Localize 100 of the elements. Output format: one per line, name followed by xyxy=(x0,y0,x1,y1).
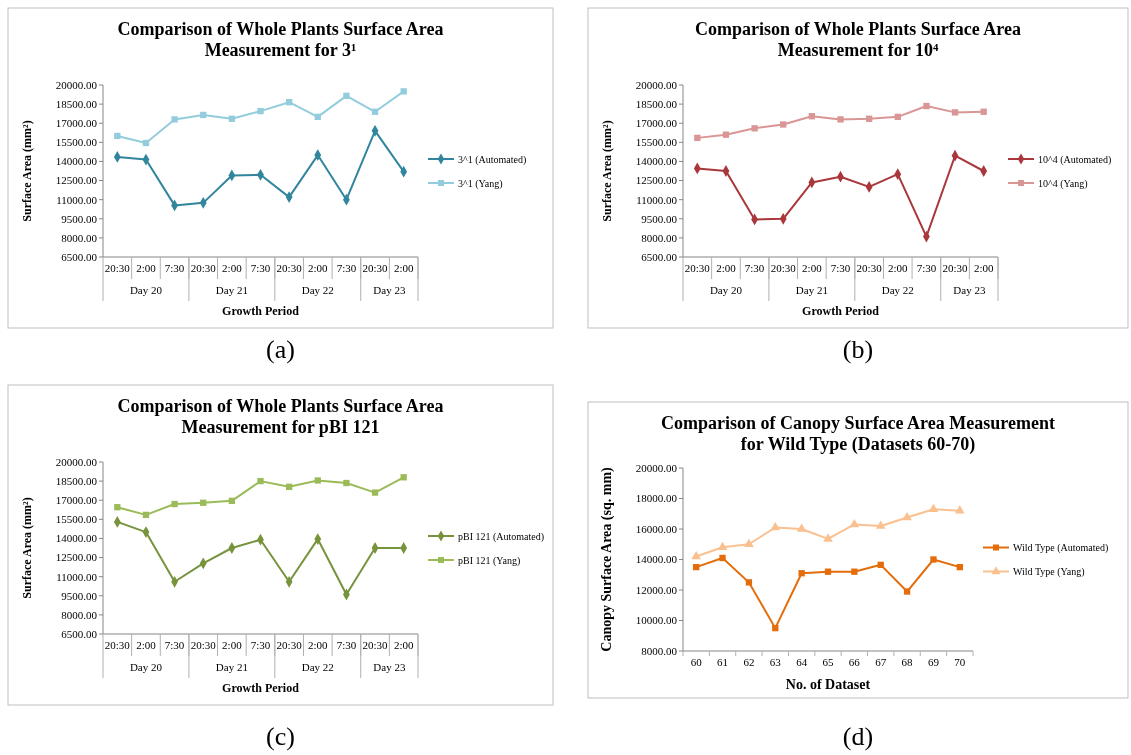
y-tick-label: 11000.00 xyxy=(56,193,98,206)
y-tick-label: 18000.00 xyxy=(635,492,678,505)
text: (c) xyxy=(266,722,295,751)
y-tick-label: 11000.00 xyxy=(636,193,678,206)
y-tick-label: 11000.00 xyxy=(56,570,98,583)
y-tick-label: 20000.00 xyxy=(635,461,678,474)
x-tick-label: 7:30 xyxy=(250,262,271,274)
x-tick-label: 63 xyxy=(769,656,782,668)
point xyxy=(780,121,787,128)
text: Day 20 xyxy=(129,284,163,296)
y-tick-label: 16000.00 xyxy=(635,522,678,535)
legend-label: Wild Type (Automated) xyxy=(1013,542,1109,554)
point xyxy=(371,489,379,496)
point xyxy=(951,109,959,116)
text: (a) xyxy=(266,335,295,364)
point xyxy=(717,541,728,551)
point xyxy=(824,568,832,575)
x-tick-label: 20:30 xyxy=(276,639,303,651)
legend-label: 10^4 (Yang) xyxy=(1038,177,1088,190)
point xyxy=(837,116,844,123)
point xyxy=(875,520,886,529)
chart-title: Comparison of Whole Plants Surface Area Measurement for 10⁴ xyxy=(695,19,1021,60)
point xyxy=(744,538,754,548)
y-tick-label: 9500.00 xyxy=(641,212,678,225)
y-tick-label: 8000.00 xyxy=(641,644,678,657)
x-tick-label: 7:30 xyxy=(830,262,851,274)
point xyxy=(877,561,884,568)
text: Day 21 xyxy=(215,661,248,673)
x-tick-label: 62 xyxy=(743,656,755,668)
x-tick-label: 65 xyxy=(822,656,834,668)
x-tick-label: 20:30 xyxy=(190,639,217,651)
x-tick-label: 2:00 xyxy=(887,262,909,274)
x-axis-title: Growth Period xyxy=(222,681,300,695)
point xyxy=(314,113,321,121)
chart-title: Comparison of Whole Plants Surface Area Measurement for 3¹ xyxy=(117,19,444,60)
point xyxy=(851,568,858,575)
x-tick-label: 67 xyxy=(875,656,887,668)
x-tick-label: 70 xyxy=(954,656,966,668)
point xyxy=(770,521,781,531)
x-axis-title: Growth Period xyxy=(802,304,880,318)
y-tick-label: 18500.00 xyxy=(55,474,98,487)
x-tick-label: 2:00 xyxy=(307,639,329,651)
chart-title: Comparison of Canopy Surface Area Measurement for Wild Type (Datasets 60-70) xyxy=(661,413,1055,455)
x-tick-label: 61 xyxy=(717,656,729,668)
x-tick-label: 2:00 xyxy=(973,262,994,274)
point xyxy=(693,563,700,571)
chart-title: Comparison of Whole Plants Surface Area Measurement for pBI 121 xyxy=(117,396,444,437)
point xyxy=(691,550,701,560)
text: Day 20 xyxy=(129,661,163,673)
point xyxy=(228,497,236,505)
x-tick-label: 2:00 xyxy=(222,262,243,274)
x-tick-label: 2:00 xyxy=(393,639,414,651)
x-tick-label: 20:30 xyxy=(684,262,711,274)
y-tick-label: 10000.00 xyxy=(635,614,678,627)
y-tick-label: 6500.00 xyxy=(61,627,98,640)
point xyxy=(371,108,379,115)
x-tick-label: 20:30 xyxy=(276,262,303,274)
y-tick-label: 17000.00 xyxy=(55,494,98,507)
point xyxy=(745,579,753,586)
x-tick-label: 60 xyxy=(690,656,703,668)
x-tick-label: 7:30 xyxy=(744,262,765,274)
point xyxy=(171,500,178,508)
y-axis-title: Surface Area (mm²) xyxy=(600,120,614,222)
point xyxy=(343,92,350,99)
y-tick-label: 17000.00 xyxy=(55,117,98,130)
legend-label: 3^1 (Yang) xyxy=(458,177,503,190)
point xyxy=(200,499,207,506)
y-tick-label: 9500.00 xyxy=(61,212,98,225)
point xyxy=(796,523,807,532)
text: Day 22 xyxy=(301,284,334,296)
point xyxy=(823,533,833,542)
x-tick-label: 2:00 xyxy=(716,262,737,274)
y-tick-label: 20000.00 xyxy=(55,455,98,468)
x-tick-label: 7:30 xyxy=(916,262,937,274)
x-tick-label: 20:30 xyxy=(362,639,389,651)
point xyxy=(722,131,730,138)
y-tick-label: 17000.00 xyxy=(635,117,678,130)
y-tick-label: 12000.00 xyxy=(635,583,678,596)
x-tick-label: 7:30 xyxy=(164,262,185,274)
legend-label: pBI 121 (Yang) xyxy=(458,554,521,567)
y-tick-label: 8000.00 xyxy=(61,608,98,621)
y-tick-label: 12500.00 xyxy=(55,551,98,564)
point xyxy=(902,512,912,521)
point xyxy=(285,483,293,491)
y-tick-label: 18500.00 xyxy=(635,97,678,110)
x-tick-label: 20:30 xyxy=(190,262,217,274)
x-tick-label: 20:30 xyxy=(104,639,131,651)
text: Day 23 xyxy=(373,284,406,296)
point xyxy=(228,115,236,122)
point xyxy=(314,477,321,484)
y-tick-label: 12500.00 xyxy=(635,174,678,187)
point xyxy=(343,479,350,487)
y-tick-label: 9500.00 xyxy=(61,589,98,602)
point xyxy=(930,556,937,563)
point xyxy=(694,134,701,142)
y-tick-label: 14000.00 xyxy=(55,532,98,545)
y-tick-label: 15500.00 xyxy=(55,136,98,149)
point xyxy=(903,588,911,595)
y-tick-label: 6500.00 xyxy=(641,250,678,263)
point xyxy=(400,474,407,481)
